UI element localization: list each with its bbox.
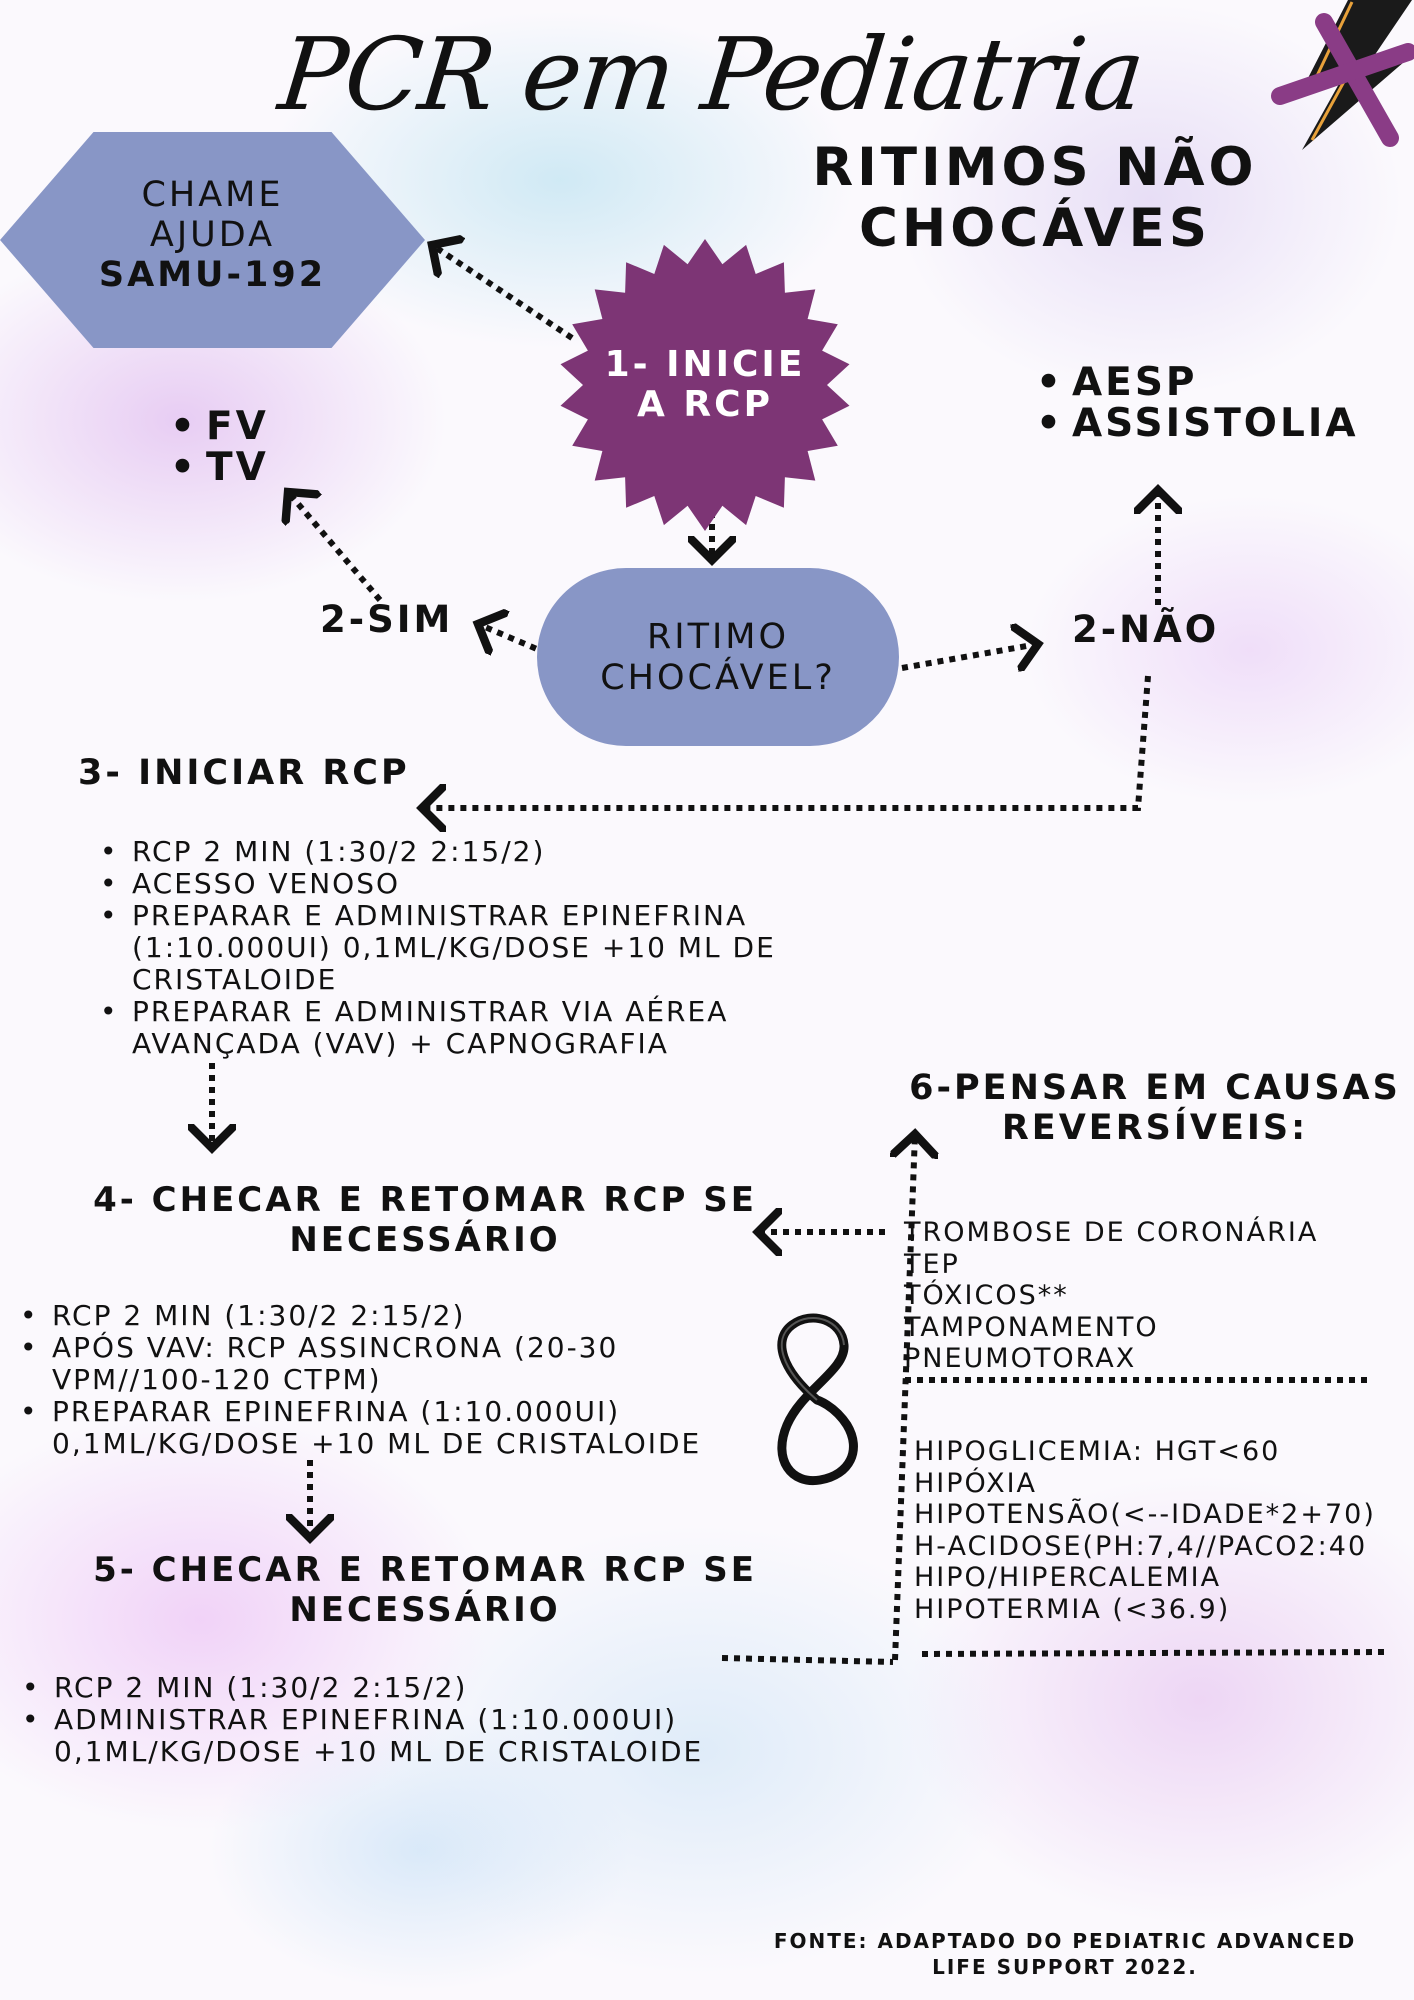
list-item: ADMINISTRAR EPINEFRINA (1:10.000UI) 0,1M… [22, 1704, 782, 1768]
source-footer: FONTE: ADAPTADO DO PEDIATRIC ADVANCED LI… [755, 1928, 1375, 1980]
list-item: TAMPONAMENTO [904, 1311, 1159, 1343]
list-item: TROMBOSE DE CORONÁRIA [904, 1217, 1319, 1248]
list-item: PREPARAR E ADMINISTRAR VIA AÉREA AVANÇAD… [100, 996, 860, 1060]
arrow-to-no [901, 644, 1038, 668]
step4-title-line1: 4- CHECAR E RETOMAR RCP SE [93, 1180, 757, 1220]
call-help-line2: AJUDA [149, 215, 276, 255]
step4-title-line2: NECESSÁRIO [289, 1220, 561, 1260]
list-item: HIPO/HIPERCALEMIA [914, 1562, 1222, 1593]
step6-title: 6-PENSAR EM CAUSAS REVERSÍVEIS: [895, 1068, 1414, 1148]
step1-text: 1- INICIE A RCP [560, 345, 850, 425]
no-label: 2-NÃO [1072, 608, 1220, 651]
call-help-text: CHAME AJUDA SAMU-192 [60, 175, 365, 295]
shockable-rhythms-list: FV TV [170, 406, 269, 488]
decision-line2: CHOCÁVEL? [600, 658, 836, 698]
list-item: APÓS VAV: RCP ASSINCRONA (20-30 VPM//100… [20, 1332, 760, 1396]
lightning-x-icon [1271, 0, 1414, 150]
step5-title-line2: NECESSÁRIO [289, 1590, 561, 1630]
t-causes-list: TROMBOSE DE CORONÁRIA TEP TÓXICOS** TAMP… [904, 1217, 1318, 1375]
footer-line2: LIFE SUPPORT 2022. [932, 1955, 1198, 1979]
decision-line1: RITIMO [646, 617, 790, 657]
list-item: HIPOTENSÃO(<--IDADE*2+70) [914, 1499, 1376, 1530]
list-item: RCP 2 MIN (1:30/2 2:15/2) [22, 1672, 782, 1705]
arrow-to-step6 [895, 1134, 915, 1661]
step4-title: 4- CHECAR E RETOMAR RCP SE NECESSÁRIO [60, 1180, 790, 1260]
list-item: PREPARAR E ADMINISTRAR EPINEFRINA (1:10.… [100, 900, 860, 996]
step3-title: 3- INICIAR RCP [78, 753, 410, 793]
page-title: PCR em Pediatria [273, 16, 1149, 133]
arrow-to-help [432, 245, 574, 341]
connector-bottom-left [721, 1655, 894, 1665]
step5-title-line1: 5- CHECAR E RETOMAR RCP SE [93, 1550, 757, 1590]
start-cpr-starburst [560, 239, 850, 531]
footer-line1: FONTE: ADAPTADO DO PEDIATRIC ADVANCED [773, 1929, 1357, 1953]
list-item: H-ACIDOSE(PH:7,4//PACO2:40 [914, 1530, 1368, 1562]
list-item: RCP 2 MIN (1:30/2 2:15/2) [100, 836, 860, 869]
list-item: HIPOGLICEMIA: HGT<60 [914, 1436, 1281, 1467]
list-item: HIPÓXIA [914, 1467, 1038, 1499]
step5-title: 5- CHECAR E RETOMAR RCP SE NECESSÁRIO [60, 1550, 790, 1630]
decision-text: RITIMO CHOCÁVEL? [550, 617, 886, 699]
arrow-yes-to-fv [288, 492, 383, 602]
list-item: AESP [1036, 362, 1359, 403]
call-help-line1: CHAME [141, 175, 284, 215]
list-item: TÓXICOS** [904, 1280, 1069, 1311]
list-item: TEP [904, 1248, 960, 1280]
call-help-hexagon [0, 132, 425, 348]
non-shockable-rhythms-list: AESP ASSISTOLIA [1036, 362, 1359, 444]
infinity-icon [777, 1313, 858, 1486]
subtitle-line1: RITIMOS NÃO [812, 137, 1258, 198]
arrow-no-to-step3 [422, 675, 1151, 808]
step1-line2: A RCP [637, 384, 773, 425]
list-item: ASSISTOLIA [1036, 403, 1359, 444]
list-item: FV [170, 406, 269, 447]
divider-h-causes [921, 1649, 1386, 1657]
list-item: HIPOTERMIA (<36.9) [914, 1593, 1231, 1625]
step1-line1: 1- INICIE [604, 344, 806, 385]
list-item: PNEUMOTORAX [904, 1343, 1137, 1374]
step6-title-line2: REVERSÍVEIS: [1001, 1108, 1309, 1148]
step4-list: RCP 2 MIN (1:30/2 2:15/2) APÓS VAV: RCP … [20, 1300, 760, 1460]
step5-list: RCP 2 MIN (1:30/2 2:15/2) ADMINISTRAR EP… [22, 1672, 782, 1768]
subtitle-line2: CHOCÁVES [858, 198, 1212, 259]
list-item: ACESSO VENOSO [100, 868, 860, 901]
list-item: RCP 2 MIN (1:30/2 2:15/2) [20, 1300, 760, 1333]
step6-title-line1: 6-PENSAR EM CAUSAS [909, 1068, 1401, 1108]
h-causes-list: HIPOGLICEMIA: HGT<60 HIPÓXIA HIPOTENSÃO(… [914, 1436, 1376, 1625]
list-item: TV [170, 447, 269, 488]
decision-pill [537, 568, 899, 746]
yes-label: 2-SIM [320, 598, 454, 641]
call-help-line3: SAMU-192 [98, 255, 327, 295]
step3-list: RCP 2 MIN (1:30/2 2:15/2) ACESSO VENOSO … [100, 836, 860, 1060]
list-item: PREPARAR EPINEFRINA (1:10.000UI) 0,1ML/K… [20, 1396, 760, 1460]
